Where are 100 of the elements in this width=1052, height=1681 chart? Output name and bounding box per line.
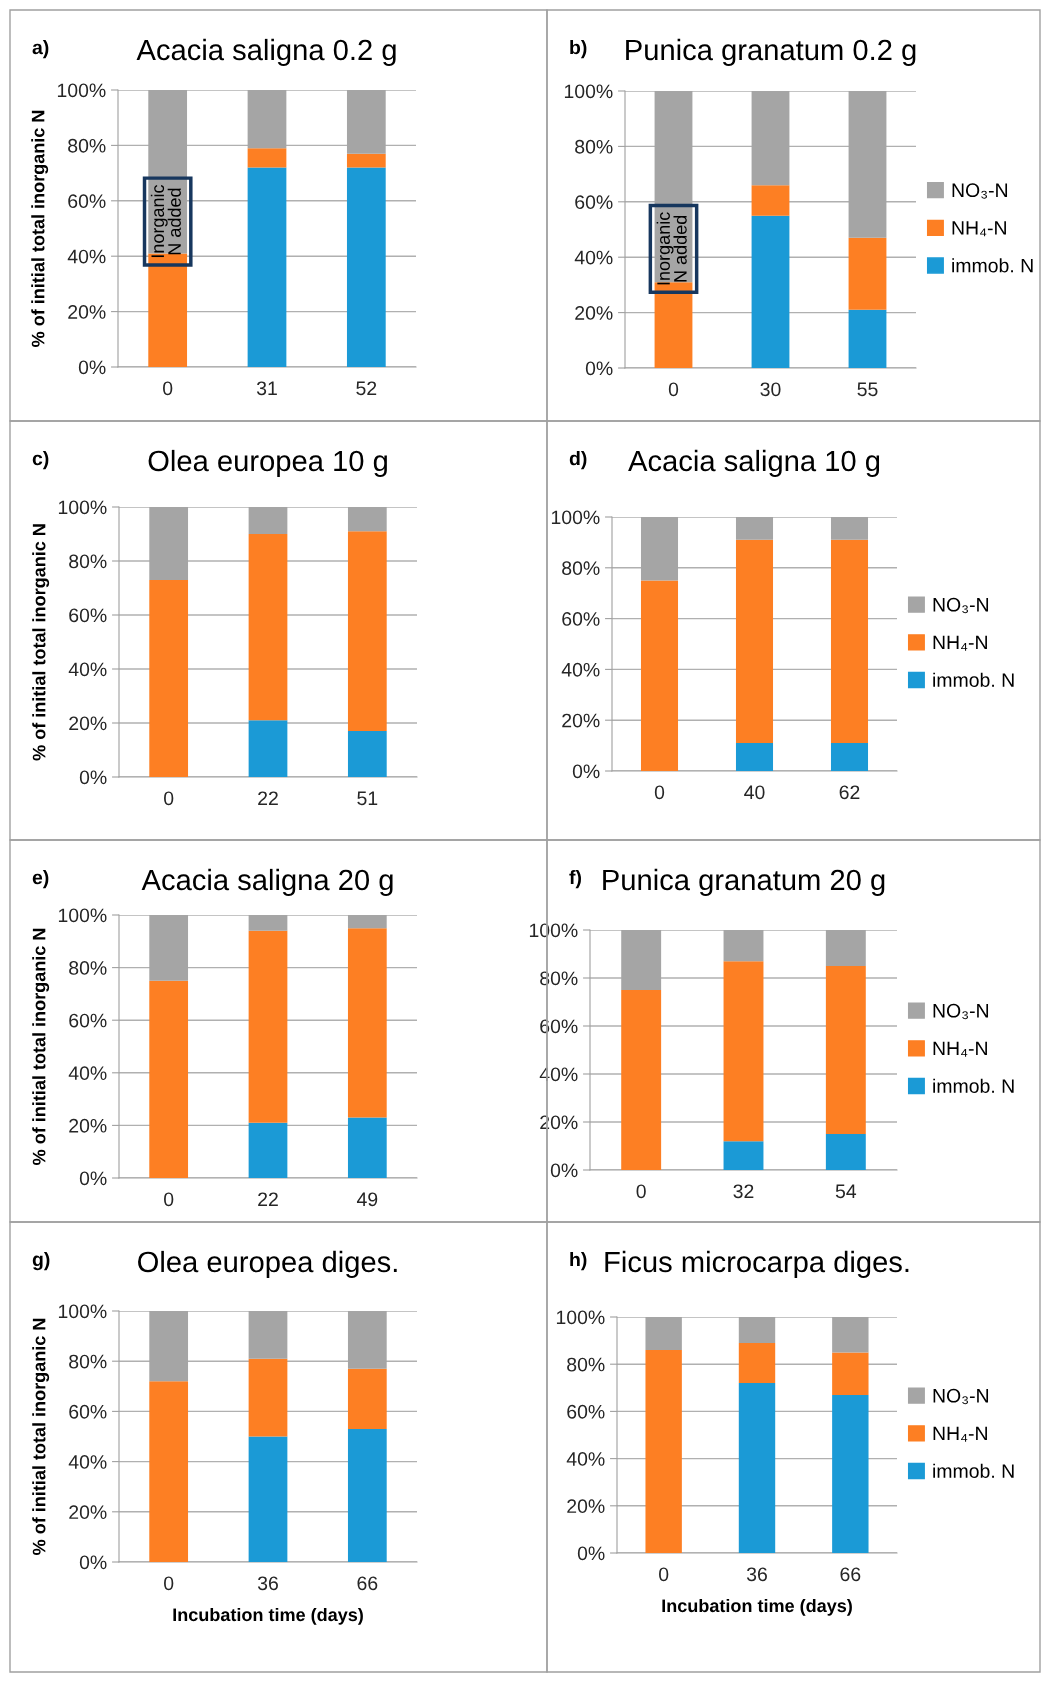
bar: [830, 743, 869, 771]
legend-label: immob. N: [933, 1463, 1014, 1478]
bar: [832, 1352, 869, 1395]
legend-label: NO₃-N: [933, 1003, 989, 1020]
bar: [346, 153, 386, 168]
y-tick-label: 100%: [58, 500, 107, 515]
y-tick-label: 100%: [58, 1304, 107, 1319]
bar: [723, 961, 764, 1142]
y-tick-label: 80%: [540, 971, 578, 986]
bar: [248, 534, 288, 721]
bar: [825, 966, 866, 1134]
y-tick-label: 60%: [69, 608, 107, 623]
x-tick-label: 40: [744, 785, 765, 800]
y-tick-label: 0%: [585, 361, 613, 376]
x-tick-label: 22: [258, 791, 278, 805]
y-tick-label: 0%: [577, 1546, 605, 1561]
legend-label: NH₄-N: [933, 1426, 987, 1442]
text: e): [32, 870, 49, 889]
legend-label: immob. N: [933, 672, 1014, 687]
y-tick-label: 0%: [79, 1171, 107, 1186]
bar: [347, 1428, 387, 1562]
bar: [347, 928, 387, 1118]
y-tick-label: 20%: [69, 716, 107, 731]
bar: [723, 1141, 764, 1170]
bar: [735, 539, 774, 744]
bar: [347, 1117, 387, 1178]
x-tick-label: 0: [163, 381, 173, 396]
y-axis-title: % of initial total inorganic N: [32, 524, 50, 761]
bar: [346, 167, 386, 367]
bar: [751, 185, 790, 216]
legend-label: NO₃-N: [933, 1388, 989, 1405]
chart-title: Olea europea diges.: [138, 1250, 397, 1279]
bar: [830, 539, 869, 744]
x-tick-label: 0: [659, 1567, 669, 1582]
bar: [248, 1122, 288, 1178]
y-tick-label: 60%: [69, 1013, 107, 1028]
y-tick-label: 80%: [69, 1354, 107, 1369]
x-tick-label: 0: [654, 785, 665, 800]
y-tick-label: 80%: [69, 961, 107, 975]
y-tick-label: 60%: [68, 194, 106, 209]
y-tick-label: 20%: [540, 1115, 578, 1130]
y-tick-label: 100%: [551, 510, 600, 525]
legend-label: NO₃-N: [933, 597, 989, 614]
x-tick-label: 51: [357, 791, 378, 806]
chart-title: Ficus microcarpa diges.: [605, 1250, 909, 1279]
bar: [621, 990, 662, 1170]
x-tick-label: 0: [164, 1576, 174, 1591]
bar: [248, 1436, 288, 1562]
x-axis-title: Incubation time (days): [662, 1598, 852, 1616]
bar: [248, 1358, 288, 1437]
y-tick-label: 80%: [68, 138, 106, 153]
legend-label: immob. N: [933, 1078, 1014, 1093]
y-axis-title: % of initial total inorganic N: [32, 1318, 50, 1555]
bar: [848, 237, 887, 310]
y-tick-label: 100%: [564, 84, 613, 99]
text: h): [570, 1252, 587, 1271]
chart-title: Punica granatum 20 g: [603, 868, 885, 897]
bar: [149, 579, 189, 777]
x-tick-label: 55: [857, 382, 878, 397]
x-tick-label: 66: [357, 1576, 378, 1591]
chart-title: Acacia saligna 10 g: [628, 449, 880, 478]
x-tick-label: 31: [256, 381, 277, 396]
bar: [735, 743, 774, 771]
text: a): [32, 40, 49, 59]
y-axis-title: % of initial total inorganic N: [31, 110, 49, 347]
x-axis-title: Incubation time (days): [173, 1607, 363, 1625]
y-tick-label: 60%: [540, 1019, 578, 1034]
chart-title: Acacia saligna 0.2 g: [136, 38, 396, 67]
annotation: Inorganic N added: [656, 212, 687, 285]
y-tick-label: 80%: [562, 561, 600, 576]
y-tick-label: 80%: [567, 1357, 605, 1372]
y-tick-label: 80%: [575, 139, 613, 154]
text: f): [569, 870, 581, 889]
y-tick-label: 0%: [550, 1163, 578, 1178]
bar: [149, 980, 189, 1178]
bar: [247, 167, 287, 367]
y-tick-label: 60%: [567, 1404, 605, 1419]
x-tick-label: 36: [257, 1576, 278, 1591]
y-tick-label: 40%: [68, 662, 107, 677]
bar: [247, 148, 287, 168]
y-tick-label: 0%: [572, 764, 600, 779]
y-tick-label: 40%: [68, 1455, 107, 1469]
bar: [848, 309, 887, 368]
x-tick-label: 0: [164, 791, 174, 806]
y-tick-label: 20%: [567, 1499, 605, 1514]
bar: [248, 720, 288, 777]
y-tick-label: 100%: [58, 908, 107, 923]
bar: [347, 731, 387, 777]
bar: [248, 930, 288, 1123]
x-tick-label: 54: [835, 1184, 857, 1199]
bar: [347, 531, 387, 732]
y-tick-label: 40%: [67, 249, 106, 264]
x-tick-label: 62: [839, 785, 860, 800]
text: g): [32, 1252, 50, 1271]
y-tick-label: 60%: [562, 612, 600, 626]
x-tick-label: 22: [258, 1192, 278, 1206]
x-tick-label: 36: [746, 1567, 767, 1582]
bar: [640, 580, 679, 771]
y-tick-label: 0%: [79, 1555, 107, 1570]
annotation: Inorganic N added: [150, 184, 181, 258]
